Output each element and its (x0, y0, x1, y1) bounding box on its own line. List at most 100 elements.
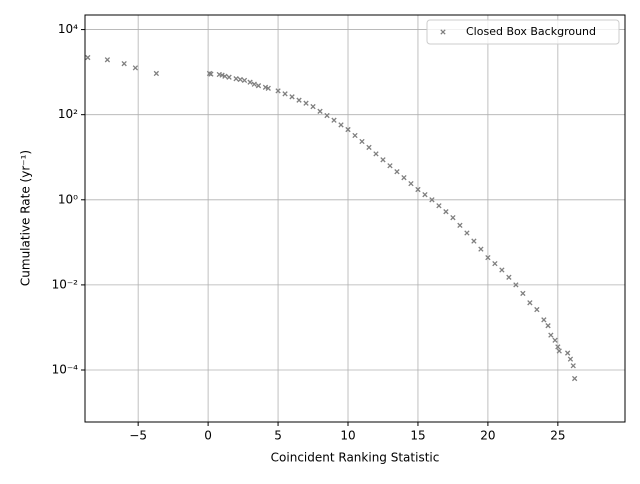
marker-stroke (570, 363, 576, 369)
marker-stroke (408, 180, 414, 187)
marker-stroke (359, 138, 365, 145)
marker-stroke (545, 323, 551, 329)
marker-stroke (226, 74, 232, 80)
marker-stroke (282, 91, 288, 97)
y-tick-label: 10² (58, 107, 78, 121)
marker (237, 76, 243, 83)
marker-stroke (255, 83, 262, 89)
marker-stroke (222, 73, 228, 79)
marker (226, 74, 232, 80)
marker-stroke (534, 306, 540, 313)
marker-stroke (237, 76, 243, 83)
marker (415, 186, 421, 193)
x-tick-label: 5 (274, 429, 282, 443)
marker (567, 356, 574, 362)
marker-stroke (506, 274, 512, 280)
marker-stroke (85, 54, 91, 61)
legend-label: Closed Box Background (466, 25, 596, 38)
marker (429, 197, 435, 203)
marker-stroke (548, 332, 554, 338)
marker-stroke (440, 29, 446, 35)
marker-stroke (564, 350, 571, 356)
marker-stroke (457, 222, 463, 228)
marker (436, 203, 442, 209)
marker (324, 112, 330, 119)
marker (121, 61, 127, 67)
marker (564, 350, 571, 356)
marker-stroke (251, 81, 257, 87)
marker-stroke (121, 61, 127, 67)
marker-stroke (373, 151, 379, 157)
marker-stroke (436, 203, 442, 209)
marker (296, 97, 302, 103)
marker-stroke (275, 88, 281, 94)
marker (513, 282, 519, 288)
y-tick-label: 10⁻⁴ (52, 363, 79, 377)
marker (534, 306, 540, 313)
marker (132, 65, 139, 71)
marker (352, 132, 358, 139)
x-tick-label: 25 (550, 429, 565, 443)
marker-stroke (552, 337, 558, 343)
marker-stroke (331, 117, 337, 123)
marker-stroke (571, 375, 578, 382)
marker-stroke (265, 85, 271, 91)
marker-stroke (296, 97, 302, 103)
marker-stroke (303, 100, 309, 106)
marker-stroke (219, 72, 225, 78)
marker (555, 344, 561, 350)
marker (506, 274, 512, 280)
x-tick-label: 10 (340, 429, 355, 443)
marker-stroke (450, 215, 456, 221)
marker-stroke (556, 348, 562, 354)
marker-stroke (132, 65, 139, 71)
marker-stroke (429, 197, 435, 203)
marker (331, 117, 337, 123)
marker-stroke (478, 246, 484, 252)
y-tick-label: 10⁴ (58, 22, 78, 36)
marker (499, 267, 505, 273)
plot-frame (84, 14, 626, 423)
marker-stroke (541, 317, 547, 323)
marker-stroke (289, 94, 295, 100)
marker (247, 79, 253, 85)
marker (153, 70, 160, 77)
legend: Closed Box Background (426, 19, 620, 45)
marker (219, 72, 225, 78)
marker-stroke (104, 57, 111, 63)
marker (208, 71, 214, 77)
marker-stroke (366, 144, 372, 151)
marker-stroke (208, 71, 214, 77)
marker (422, 191, 428, 198)
marker (241, 77, 248, 84)
marker-stroke (471, 238, 477, 244)
y-tick-label: 10⁻² (52, 277, 79, 291)
marker-stroke (387, 163, 393, 169)
marker (485, 254, 491, 261)
marker (548, 332, 554, 338)
marker (104, 57, 111, 63)
marker-stroke (317, 108, 323, 114)
legend-box (426, 19, 620, 45)
marker (464, 230, 470, 236)
marker-stroke (499, 267, 505, 273)
marker (380, 157, 386, 163)
x-tick-label: 15 (410, 429, 425, 443)
marker (373, 151, 379, 157)
marker (359, 138, 365, 145)
marker-stroke (241, 77, 248, 84)
marker (265, 85, 271, 91)
marker (492, 260, 498, 267)
x-tick-label: −5 (129, 429, 147, 443)
marker (366, 144, 372, 151)
marker (255, 83, 262, 89)
x-axis-label: Coincident Ranking Statistic (271, 451, 440, 465)
x-tick-label: 20 (480, 429, 495, 443)
marker-stroke (443, 209, 449, 215)
marker (520, 290, 526, 297)
marker-stroke (310, 103, 316, 110)
marker-stroke (415, 186, 421, 193)
marker-stroke (338, 122, 344, 128)
marker (545, 323, 551, 329)
marker (345, 126, 351, 133)
